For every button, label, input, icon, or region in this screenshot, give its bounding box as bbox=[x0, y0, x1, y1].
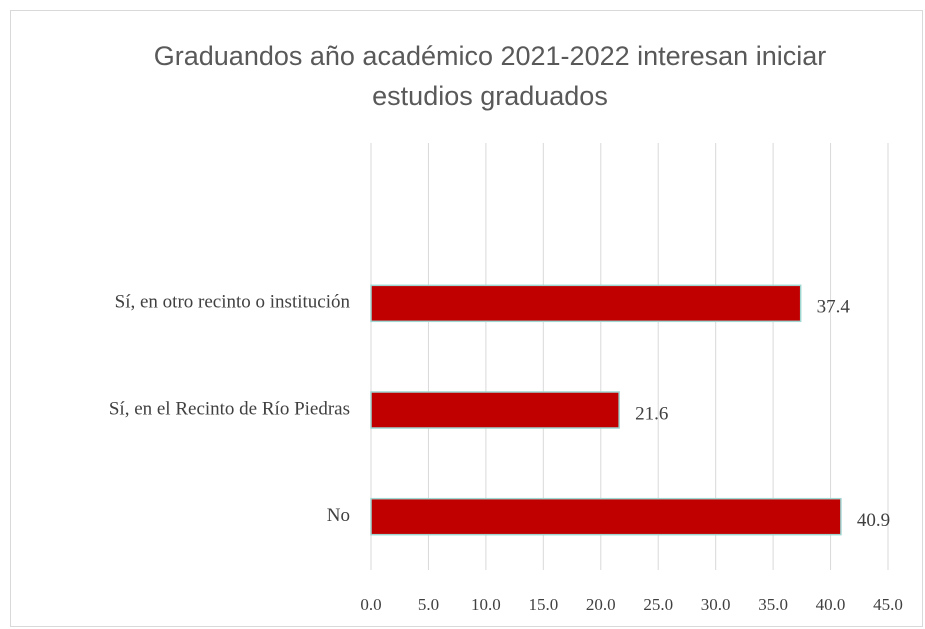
y-tick-label: Sí, en otro recinto o institución bbox=[115, 292, 351, 313]
x-tick-label: 20.0 bbox=[586, 595, 616, 614]
x-tick-label: 0.0 bbox=[360, 595, 381, 614]
x-tick-label: 40.0 bbox=[816, 595, 846, 614]
x-tick-label: 15.0 bbox=[528, 595, 558, 614]
y-tick-label: Sí, en el Recinto de Río Piedras bbox=[109, 398, 350, 419]
chart-title: Graduandos año académico 2021-2022 inter… bbox=[153, 41, 827, 111]
x-tick-label: 5.0 bbox=[418, 595, 439, 614]
bar bbox=[370, 284, 802, 323]
x-tick-label: 35.0 bbox=[758, 595, 788, 614]
x-tick-label: 25.0 bbox=[643, 595, 673, 614]
x-tick-label: 30.0 bbox=[701, 595, 731, 614]
x-tick-label: 10.0 bbox=[471, 595, 501, 614]
bar bbox=[370, 497, 842, 536]
chart-frame bbox=[10, 10, 923, 627]
value-label: 40.9 bbox=[857, 510, 890, 531]
bar bbox=[370, 391, 620, 429]
value-label: 21.6 bbox=[635, 403, 668, 424]
value-label: 37.4 bbox=[817, 297, 851, 318]
y-tick-label: No bbox=[327, 505, 350, 526]
x-tick-label: 45.0 bbox=[873, 595, 903, 614]
